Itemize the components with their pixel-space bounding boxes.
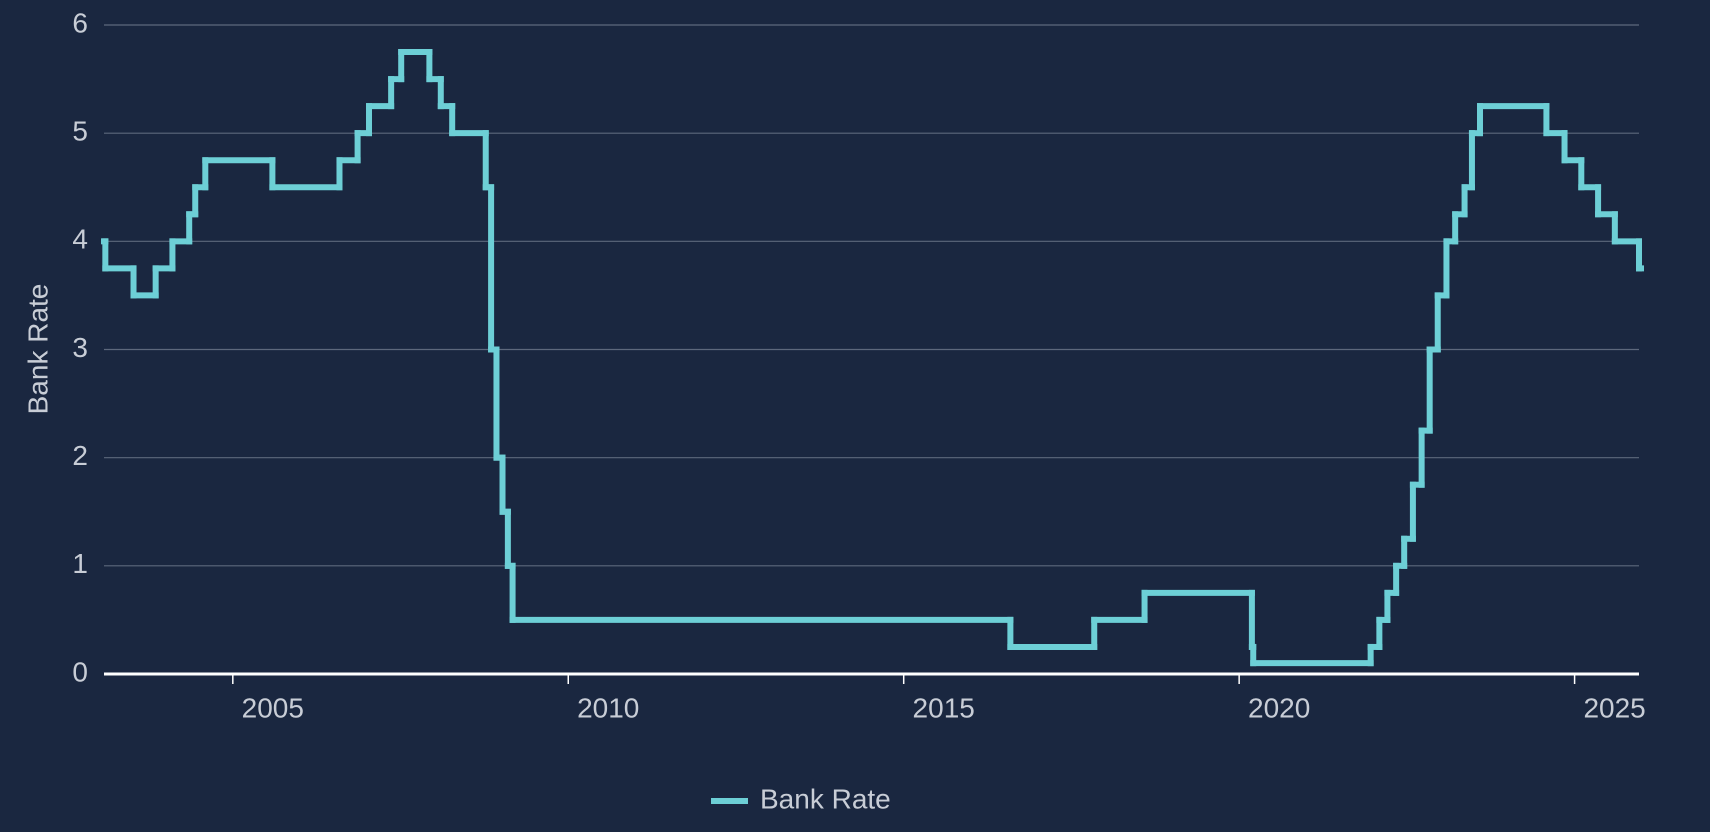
y-tick-label: 6 [72,7,88,38]
y-axis-label: Bank Rate [22,284,53,415]
y-tick-label: 3 [72,332,88,363]
x-tick-label: 2005 [242,692,304,723]
y-tick-label: 1 [72,548,88,579]
x-tick-label: 2015 [913,692,975,723]
y-tick-label: 2 [72,440,88,471]
x-tick-label: 2020 [1248,692,1310,723]
legend-label: Bank Rate [760,783,891,814]
x-tick-label: 2010 [577,692,639,723]
y-tick-label: 0 [72,656,88,687]
y-tick-label: 4 [72,224,88,255]
y-tick-label: 5 [72,116,88,147]
x-tick-label: 2025 [1583,692,1645,723]
